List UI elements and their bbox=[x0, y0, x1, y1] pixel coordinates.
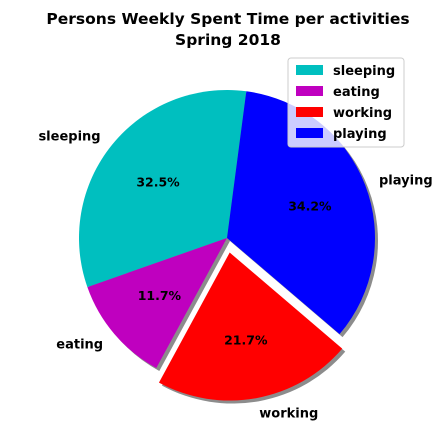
legend-frame bbox=[287, 57, 405, 148]
legend-label-working: working bbox=[333, 106, 392, 121]
slice-percent-eating: 11.7% bbox=[138, 288, 182, 303]
slice-percent-sleeping: 32.5% bbox=[136, 175, 180, 190]
outer-labels: sleeping eating working playing bbox=[38, 129, 432, 421]
legend-label-eating: eating bbox=[333, 85, 380, 100]
slice-label-sleeping: sleeping bbox=[38, 129, 100, 144]
chart-subtitle: Spring 2018 bbox=[175, 31, 281, 49]
slice-playing bbox=[227, 91, 375, 335]
legend-swatch-working bbox=[296, 107, 323, 117]
legend: sleeping eating working playing bbox=[287, 57, 405, 148]
slice-label-working: working bbox=[259, 407, 318, 422]
slice-label-playing: playing bbox=[379, 174, 432, 189]
legend-swatch-eating bbox=[296, 86, 323, 96]
slice-sleeping bbox=[79, 90, 247, 288]
slice-label-eating: eating bbox=[56, 338, 103, 353]
chart-title: Persons Weekly Spent Time per activities bbox=[46, 10, 409, 28]
slice-eating bbox=[87, 238, 227, 369]
legend-swatch-sleeping bbox=[296, 65, 323, 75]
slice-working bbox=[158, 252, 343, 401]
legend-swatch-playing bbox=[296, 128, 323, 138]
legend-label-playing: playing bbox=[333, 127, 387, 142]
legend-label-sleeping: sleeping bbox=[333, 64, 395, 79]
slice-percent-working: 21.7% bbox=[224, 332, 268, 347]
pie-wedges bbox=[79, 90, 375, 401]
slice-percent-playing: 34.2% bbox=[288, 199, 332, 214]
percent-labels: 32.5% 11.7% 21.7% 34.2% bbox=[136, 175, 332, 348]
